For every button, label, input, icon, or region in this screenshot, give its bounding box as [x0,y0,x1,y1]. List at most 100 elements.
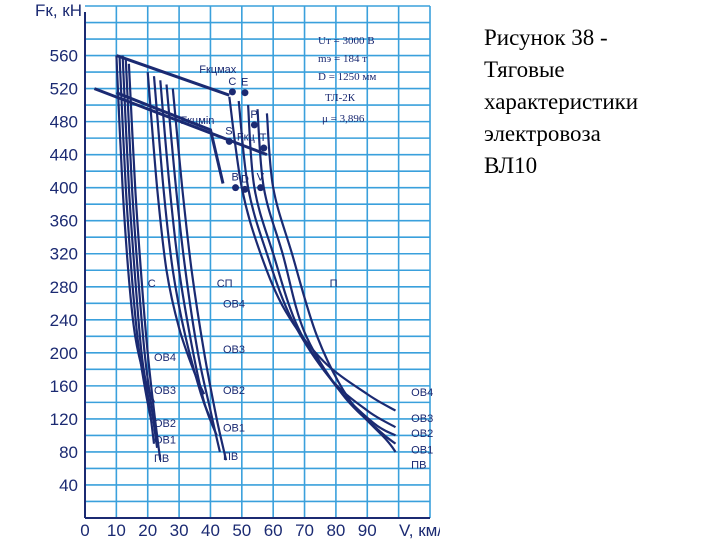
field-labels: ОВ4 ОВ3 ОВ2 ОВ1 ПВ ОВ4 ОВ3 ОВ2 ОВ1 ПВ ОВ4 ОВ3 ОВ2 ОВ1… [154,298,433,471]
grid [85,5,431,518]
x-tick-label: 50 [232,521,251,540]
y-tick-label: 520 [50,80,78,99]
caption-line: электровоза [484,121,601,146]
curve-group-label: СП [217,278,233,290]
field-label: ОВ4 [154,352,176,364]
figure-caption: Рисунок 38 - Тяговые характеристики элек… [484,22,704,182]
limit-line-label: Fкцмin [180,115,214,127]
parameters-box: Uт = 3000 В mэ = 184 т D = 1250 мм ТЛ-2К… [318,35,376,125]
field-label: ОВ3 [154,385,176,397]
curve-group-label: П [330,278,338,290]
field-label: ОВ4 [411,387,433,399]
point-label: B [232,172,239,184]
limit-line-label: Fкцмах [199,64,237,76]
curve-point [228,88,236,96]
field-label: ОВ1 [411,445,433,457]
curve-point [250,121,258,129]
point-label: E [241,77,248,89]
y-tick-label: 280 [50,278,78,297]
caption-line: характеристики [484,89,639,114]
x-tick-label: 40 [201,521,220,540]
adhesion-limit-lines: Fкцмах Fкц Fкцмin [93,54,268,184]
group-labels: С СП П [148,278,338,290]
caption-line: Рисунок 38 - [484,25,608,50]
param-ratio: μ = 3,896 [322,113,365,125]
param-motor: ТЛ-2К [325,92,356,104]
y-tick-label: 560 [50,47,78,66]
field-label: ОВ2 [154,418,176,430]
curve-point [241,89,249,97]
traction-chart-svg: 4080120160200240280320360400440480520560… [35,1,451,540]
x-axis-label: V, км/ч [399,521,440,540]
param-voltage: Uт = 3000 В [318,35,375,47]
y-tick-label: 480 [50,113,78,132]
field-label: ОВ3 [223,344,245,356]
curve-point [241,185,249,193]
traction-curve [228,96,397,412]
y-tick-label: 40 [59,476,78,495]
curve-group-label: С [148,278,156,290]
x-tick-label: 0 [80,521,89,540]
traction-curve [118,55,152,420]
y-tick-label: 240 [50,311,78,330]
point-labels: C E P S T B D V [225,76,268,193]
point-label: C [228,76,236,88]
traction-curve [171,88,228,461]
x-tick-label: 20 [138,521,157,540]
limit-line-label: Fкц [237,132,256,144]
y-tick-label: 200 [50,344,78,363]
field-label: ПВ [411,459,426,471]
traction-curves [115,55,397,461]
field-label: ОВ1 [154,435,176,447]
curve-point [232,184,240,192]
field-label: ОВ4 [223,298,245,310]
curve-point [257,184,265,192]
limit-line [115,91,225,184]
field-label: ОВ3 [411,413,433,425]
y-tick-label: 120 [50,410,78,429]
param-mass: mэ = 184 т [318,53,367,65]
x-tick-label: 80 [326,521,345,540]
point-label: P [250,109,257,121]
field-label: ПВ [223,451,238,463]
field-label: ПВ [154,453,169,465]
traction-curve [265,113,397,453]
x-tick-label: 10 [107,521,126,540]
y-tick-label: 320 [50,245,78,264]
limit-line [115,54,230,97]
curve-point [260,144,268,152]
x-tick-label: 60 [264,521,283,540]
y-tick-label: 80 [59,443,78,462]
x-tick-label: 70 [295,521,314,540]
axes [84,12,430,519]
point-label: T [260,132,267,144]
field-label: ОВ2 [223,385,245,397]
traction-chart: 40 80 120 160 200 240 280 320 360 400 440 480 520 560… [35,1,451,540]
traction-curve [165,84,221,453]
x-tick-labels: 0 10 20 30 40 50 60 70 80 90 [80,521,376,540]
point-label: V [257,172,265,184]
curve-point [225,137,233,145]
y-tick-labels: 40 80 120 160 200 240 280 320 360 400 440 480 520 560 [50,47,78,495]
field-label: ОВ1 [223,422,245,434]
x-tick-label: 90 [358,521,377,540]
traction-curve [237,100,397,429]
traction-curve [121,55,156,444]
y-tick-label: 160 [50,377,78,396]
x-tick-label: 30 [170,521,189,540]
traction-curve [159,80,218,436]
caption-line: Тяговые [484,57,565,82]
y-tick-label: 360 [50,212,78,231]
y-tick-label: 400 [50,179,78,198]
traction-curve [247,105,397,437]
y-tick-label: 440 [50,146,78,165]
point-label: D [241,173,249,185]
caption-line: ВЛ10 [484,153,538,178]
y-axis-label: Fк, кН [35,1,82,20]
param-diameter: D = 1250 мм [318,71,376,83]
traction-curve [124,59,159,448]
limit-line [93,87,268,157]
point-label: S [225,125,232,137]
traction-curve [127,63,162,461]
field-label: ОВ2 [411,428,433,440]
